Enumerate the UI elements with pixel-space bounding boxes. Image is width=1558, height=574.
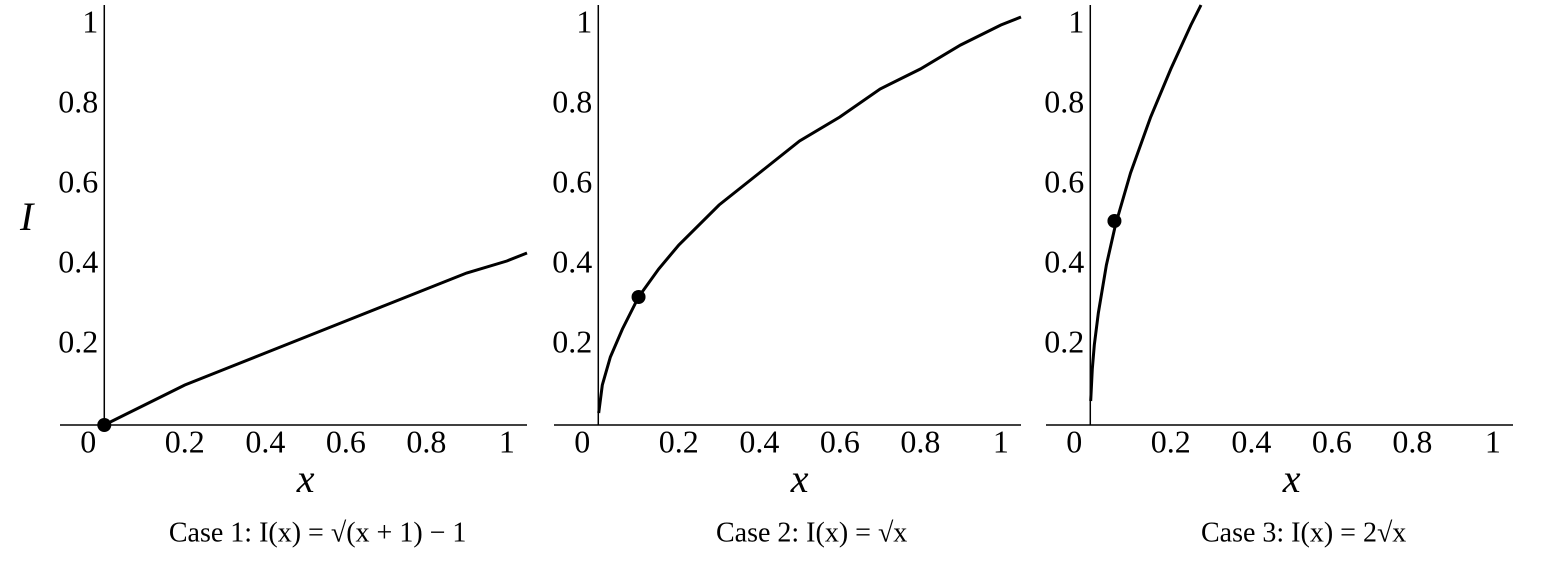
x-tick-label: 1: [499, 423, 515, 459]
y-tick-label: 0.8: [1044, 83, 1084, 119]
x-tick-label: 0.4: [245, 423, 285, 459]
y-tick-label: 0.6: [1044, 163, 1084, 199]
x-tick-label: 0: [1066, 423, 1082, 459]
x-tick-label: 0.4: [1231, 423, 1271, 459]
y-tick-label: 0.8: [552, 83, 592, 119]
y-tick-label: 1: [82, 3, 98, 39]
point: [631, 290, 646, 304]
point: [1107, 214, 1122, 228]
caption: Case 2: I(x) = √x: [716, 517, 907, 548]
y-tick-label: 0.4: [552, 243, 592, 279]
x-tick-label: 0: [80, 423, 96, 459]
y-tick-label: 0.4: [1044, 243, 1084, 279]
y-tick-label: 0.4: [58, 243, 98, 279]
x-tick-label: 1: [993, 423, 1009, 459]
x-tick-label: 0.6: [1312, 423, 1352, 459]
x-tick-label: 0.8: [406, 423, 446, 459]
x-tick-label: 0.6: [326, 423, 366, 459]
x-tick-label: 0.4: [739, 423, 779, 459]
y-tick-label: 0.6: [58, 163, 98, 199]
x-tick-label: 0.8: [1392, 423, 1432, 459]
curve: [597, 15, 1022, 414]
y-tick-label: 1: [576, 3, 592, 39]
point: [97, 418, 112, 432]
y-tick-label: 1: [1068, 3, 1084, 39]
curve: [1089, 4, 1203, 402]
x-tick-label: 0.2: [659, 423, 699, 459]
x-tick-label: 0.8: [900, 423, 940, 459]
x-tick-label: 0: [574, 423, 590, 459]
x-axis-label: x: [790, 456, 809, 501]
x-tick-label: 0.6: [820, 423, 860, 459]
y-tick-label: 0.2: [1044, 323, 1084, 359]
x-tick-label: 0.2: [1151, 423, 1191, 459]
y-tick-label: 0.6: [552, 163, 592, 199]
y-axis-label: I: [19, 194, 35, 239]
caption: Case 1: I(x) = √(x + 1) − 1: [169, 517, 467, 548]
y-tick-label: 0.8: [58, 83, 98, 119]
x-axis-label: x: [296, 456, 315, 501]
x-axis-label: x: [1282, 456, 1301, 501]
x-tick-label: 1: [1485, 423, 1501, 459]
x-tick-label: 0.2: [165, 423, 205, 459]
y-tick-label: 0.2: [552, 323, 592, 359]
caption: Case 3: I(x) = 2√x: [1201, 517, 1406, 548]
curve: [103, 251, 528, 427]
y-tick-label: 0.2: [58, 323, 98, 359]
